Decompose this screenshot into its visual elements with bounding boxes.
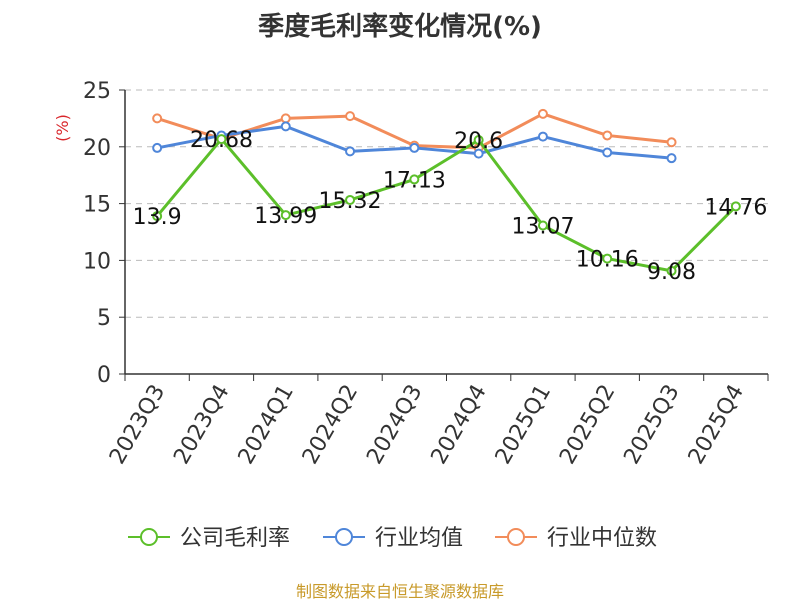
- data-point: [730, 201, 741, 212]
- data-point: [216, 134, 227, 145]
- data-point: [537, 131, 548, 142]
- data-point: [666, 153, 677, 164]
- data-label: 10.16: [576, 248, 639, 273]
- x-tick-label: 2025Q4: [684, 381, 749, 469]
- y-tick-label: 10: [83, 249, 111, 274]
- data-point: [602, 253, 613, 264]
- data-point: [345, 146, 356, 157]
- data-point: [152, 142, 163, 153]
- data-point: [537, 108, 548, 119]
- data-label: 17.13: [383, 168, 446, 193]
- data-label: 15.32: [319, 189, 382, 214]
- data-point: [345, 194, 356, 205]
- legend-marker: [335, 528, 353, 546]
- x-tick-label: 2025Q1: [491, 381, 556, 469]
- legend-label: 行业均值: [375, 526, 463, 551]
- data-point: [280, 210, 291, 221]
- data-label: 20.68: [190, 128, 253, 153]
- data-point: [152, 211, 163, 222]
- data-point: [666, 265, 677, 276]
- data-point: [537, 220, 548, 231]
- legend-marker: [507, 528, 525, 546]
- data-label: 13.99: [254, 204, 317, 229]
- data-point: [345, 111, 356, 122]
- source-footer: 制图数据来自恒生聚源数据库: [295, 582, 504, 601]
- chart-title: 季度毛利率变化情况(%): [258, 12, 542, 42]
- x-tick-label: 2024Q4: [427, 381, 492, 469]
- data-point: [666, 137, 677, 148]
- x-tick-label: 2024Q2: [298, 381, 363, 469]
- y-tick-label: 15: [83, 193, 111, 218]
- data-point: [409, 142, 420, 153]
- data-label: 13.9: [133, 205, 182, 230]
- data-point: [280, 121, 291, 132]
- data-point: [280, 113, 291, 124]
- y-tick-label: 20: [83, 136, 111, 161]
- x-tick-label: 2025Q3: [619, 381, 684, 469]
- data-label: 9.08: [647, 260, 696, 285]
- data-point: [409, 174, 420, 185]
- series-line-0: [155, 137, 737, 273]
- data-point: [602, 130, 613, 141]
- data-point: [473, 148, 484, 159]
- x-tick-label: 2023Q4: [169, 381, 234, 469]
- x-tick-label: 2024Q1: [234, 381, 299, 469]
- y-tick-label: 0: [97, 363, 111, 388]
- data-point: [152, 113, 163, 124]
- data-label: 13.07: [511, 215, 574, 240]
- legend-label: 行业中位数: [547, 526, 657, 551]
- data-point: [473, 134, 484, 145]
- legend-label: 公司毛利率: [180, 526, 290, 551]
- x-tick-label: 2024Q3: [362, 381, 427, 469]
- y-tick-label: 5: [97, 306, 111, 331]
- legend-marker: [140, 528, 158, 546]
- data-label: 20.6: [454, 129, 503, 154]
- x-tick-label: 2023Q3: [105, 381, 170, 469]
- y-tick-label: 25: [83, 79, 111, 104]
- data-point: [602, 147, 613, 158]
- y-axis-label: (%): [53, 114, 72, 142]
- data-label: 14.76: [704, 195, 767, 220]
- x-tick-label: 2025Q2: [555, 381, 620, 469]
